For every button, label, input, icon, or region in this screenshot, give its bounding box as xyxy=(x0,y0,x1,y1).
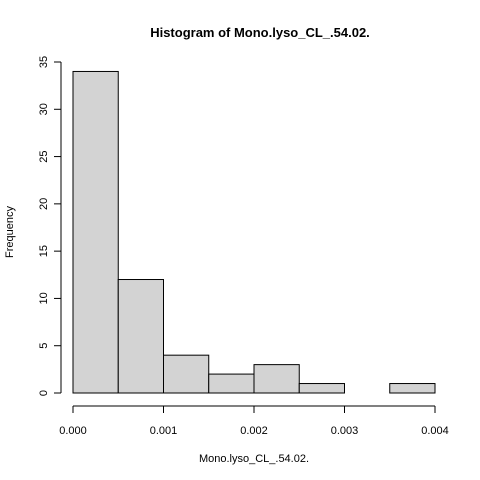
y-tick-label-5: 25 xyxy=(38,150,50,162)
y-axis-label: Frequency xyxy=(4,206,16,258)
x-tick-label-1: 0.001 xyxy=(150,425,178,437)
y-tick-label-2: 10 xyxy=(38,292,50,304)
histogram-bar-3 xyxy=(208,373,255,394)
y-tick-label-1: 5 xyxy=(38,343,50,349)
x-tick-label-3: 0.003 xyxy=(331,425,359,437)
y-tick-label-7: 35 xyxy=(38,56,50,68)
bars-group xyxy=(72,70,436,394)
x-axis: 0.000 0.001 0.002 0.003 0.004 xyxy=(59,405,449,437)
y-tick-label-6: 30 xyxy=(38,103,50,115)
x-tick-label-2: 0.002 xyxy=(240,425,268,437)
y-tick-label-4: 20 xyxy=(38,198,50,210)
histogram-bar-7 xyxy=(389,383,436,394)
histogram-bar-1 xyxy=(117,279,164,394)
histogram-bar-4 xyxy=(253,364,300,394)
histogram-bar-5 xyxy=(298,383,345,394)
x-tick-label-0: 0.000 xyxy=(59,425,87,437)
histogram-bar-2 xyxy=(163,354,210,394)
y-tick-label-0: 0 xyxy=(38,390,50,396)
y-tick-label-3: 15 xyxy=(38,245,50,257)
y-axis: 0 5 10 15 20 25 30 35 xyxy=(38,56,62,396)
x-axis-label: Mono.lyso_CL_.54.02. xyxy=(199,453,309,465)
histogram-bar-0 xyxy=(72,70,119,394)
x-tick-label-4: 0.004 xyxy=(421,425,449,437)
chart-title: Histogram of Mono.lyso_CL_.54.02. xyxy=(150,25,370,40)
